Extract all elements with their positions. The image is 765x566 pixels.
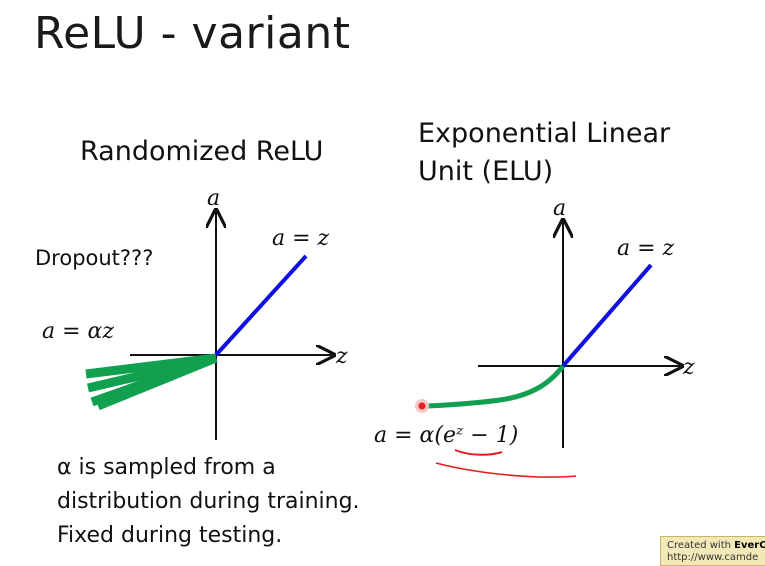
watermark-line1: Created with EverC [667,540,765,552]
elu-plot [415,222,680,478]
elu-negative-curve [427,364,565,409]
watermark-line2: http://www.camde [667,552,759,563]
watermark-prefix: Created with [667,540,735,551]
elu-negative-label: a = α(eᶻ − 1) [374,423,519,448]
annotation-underline-short [454,449,503,456]
dropout-note: Dropout??? [35,246,154,270]
rrelu-heading: Randomized ReLU [80,136,324,167]
rrelu-y-axis-label: a [207,186,221,211]
elu-positive-label: a = z [617,236,675,261]
rrelu-caption: α is sampled from a distribution during … [57,451,360,553]
elu-y-axis-label: a [553,196,567,221]
elu-positive-line [561,263,653,368]
rrelu-negative-label: a = αz [42,319,114,344]
rrelu-positive-line [214,254,308,357]
caption-line: Fixed during testing. [57,523,283,548]
pointer-dot [418,402,426,410]
rrelu-positive-label: a = z [272,226,330,251]
watermark-brand: EverC [734,540,765,551]
slide-title: ReLU - variant [34,8,351,59]
caption-line: distribution during training. [57,489,360,514]
elu-heading-line: Unit (ELU) [418,156,554,187]
elu-heading-line: Exponential Linear [418,118,671,149]
rrelu-x-axis-label: z [336,344,348,369]
watermark-badge: Created with EverC http://www.camde [660,536,765,566]
rrelu-negative-lines [85,353,218,411]
caption-line: α is sampled from a [57,455,276,480]
rrelu-negative-line [96,353,218,411]
rrelu-plot [85,212,332,440]
elu-x-axis-label: z [683,355,695,380]
elu-heading: Exponential Linear Unit (ELU) [418,115,670,191]
annotation-underline-long [435,462,577,478]
